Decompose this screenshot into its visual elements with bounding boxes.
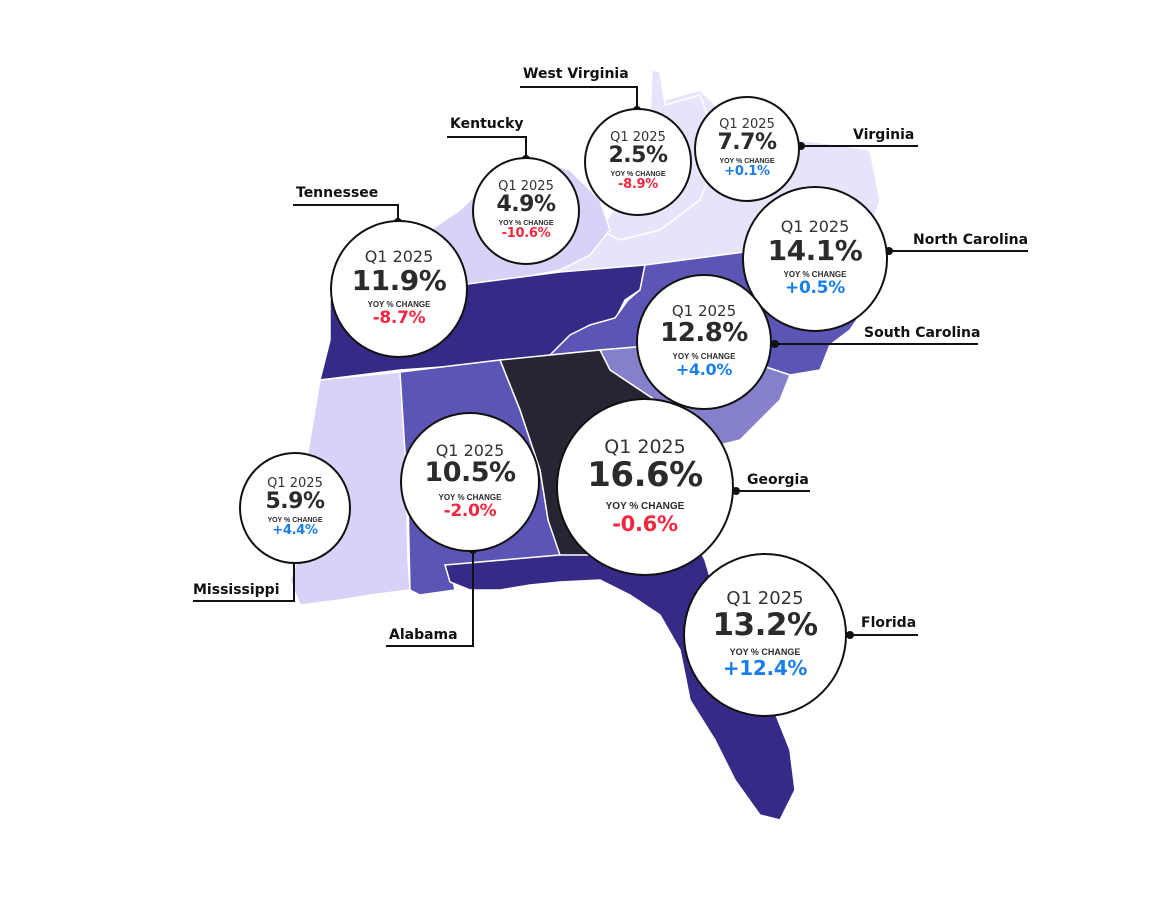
stat-bubble-virginia: Q1 2025 7.7% YOY % CHANGE +0.1% — [694, 96, 800, 202]
change-value: +4.4% — [272, 523, 318, 539]
state-label-north-carolina: North Carolina — [913, 232, 1029, 248]
leader-dot — [846, 631, 854, 639]
leader-line — [472, 550, 474, 647]
change-value: -10.6% — [501, 226, 551, 242]
stat-bubble-mississippi: Q1 2025 5.9% YOY % CHANGE +4.4% — [239, 452, 351, 564]
stat-bubble-tennessee: Q1 2025 11.9% YOY % CHANGE -8.7% — [330, 220, 468, 358]
period-label: Q1 2025 — [726, 587, 804, 609]
stat-value: 7.7% — [717, 130, 777, 156]
leader-line — [775, 343, 978, 345]
leader-line — [193, 600, 295, 602]
period-label: Q1 2025 — [719, 116, 775, 132]
stat-value: 16.6% — [587, 455, 703, 496]
state-label-tennessee: Tennessee — [296, 185, 379, 201]
stat-value: 4.9% — [496, 192, 556, 218]
stat-bubble-florida: Q1 2025 13.2% YOY % CHANGE +12.4% — [683, 553, 847, 717]
leader-line — [293, 560, 295, 602]
leader-dot — [732, 487, 740, 495]
change-value: -2.0% — [443, 500, 497, 521]
leader-line — [850, 634, 918, 636]
leader-dot — [797, 142, 805, 150]
leader-dot — [771, 340, 779, 348]
change-value: -8.9% — [618, 177, 658, 193]
stat-bubble-south-carolina: Q1 2025 12.8% YOY % CHANGE +4.0% — [636, 274, 772, 410]
leader-line — [888, 250, 1028, 252]
period-label: Q1 2025 — [780, 217, 850, 237]
stat-value: 11.9% — [351, 263, 447, 297]
stat-bubble-alabama: Q1 2025 10.5% YOY % CHANGE -2.0% — [400, 412, 540, 552]
leader-line — [525, 136, 527, 160]
stat-value: 5.9% — [265, 489, 325, 515]
leader-line — [447, 136, 527, 138]
state-label-alabama: Alabama — [389, 627, 458, 643]
change-value: +0.1% — [724, 164, 770, 180]
state-label-kentucky: Kentucky — [450, 116, 524, 132]
stat-bubble-north-carolina: Q1 2025 14.1% YOY % CHANGE +0.5% — [742, 186, 888, 332]
change-label: YOY % CHANGE — [438, 492, 502, 502]
change-label: YOY % CHANGE — [719, 158, 775, 166]
stat-value: 2.5% — [608, 143, 668, 169]
period-label: Q1 2025 — [671, 302, 737, 321]
stat-value: 10.5% — [424, 457, 516, 489]
period-label: Q1 2025 — [364, 247, 434, 267]
change-label: YOY % CHANGE — [605, 500, 685, 512]
change-label: YOY % CHANGE — [783, 270, 847, 280]
stat-value: 14.1% — [767, 233, 863, 267]
change-value: +0.5% — [785, 278, 845, 299]
change-label: YOY % CHANGE — [267, 517, 323, 525]
change-value: +4.0% — [675, 360, 733, 380]
change-value: +12.4% — [722, 656, 808, 681]
state-label-virginia: Virginia — [853, 127, 915, 143]
change-label: YOY % CHANGE — [610, 171, 666, 179]
stat-value: 13.2% — [712, 606, 818, 643]
change-label: YOY % CHANGE — [729, 647, 801, 658]
leader-line — [293, 204, 399, 206]
change-label: YOY % CHANGE — [672, 352, 736, 362]
change-value: -0.6% — [612, 511, 678, 536]
state-label-florida: Florida — [861, 615, 917, 631]
state-label-west-virginia: West Virginia — [523, 66, 629, 82]
stat-bubble-west-virginia: Q1 2025 2.5% YOY % CHANGE -8.9% — [584, 108, 692, 216]
change-label: YOY % CHANGE — [367, 300, 431, 310]
period-label: Q1 2025 — [604, 436, 686, 459]
period-label: Q1 2025 — [498, 178, 554, 194]
period-label: Q1 2025 — [610, 129, 666, 145]
change-label: YOY % CHANGE — [498, 220, 554, 228]
state-label-mississippi: Mississippi — [193, 582, 280, 598]
leader-line — [386, 645, 474, 647]
period-label: Q1 2025 — [267, 475, 323, 491]
change-value: -8.7% — [372, 308, 426, 329]
period-label: Q1 2025 — [435, 440, 505, 460]
leader-line — [520, 86, 638, 88]
leader-line — [735, 490, 810, 492]
stat-bubble-kentucky: Q1 2025 4.9% YOY % CHANGE -10.6% — [472, 157, 580, 265]
leader-line — [636, 86, 638, 110]
leader-line — [800, 145, 918, 147]
state-label-south-carolina: South Carolina — [864, 325, 981, 341]
leader-dot — [885, 247, 893, 255]
stat-value: 12.8% — [660, 318, 748, 349]
leader-line — [397, 204, 399, 222]
stat-bubble-georgia: Q1 2025 16.6% YOY % CHANGE -0.6% — [556, 398, 734, 576]
state-label-georgia: Georgia — [747, 472, 809, 488]
